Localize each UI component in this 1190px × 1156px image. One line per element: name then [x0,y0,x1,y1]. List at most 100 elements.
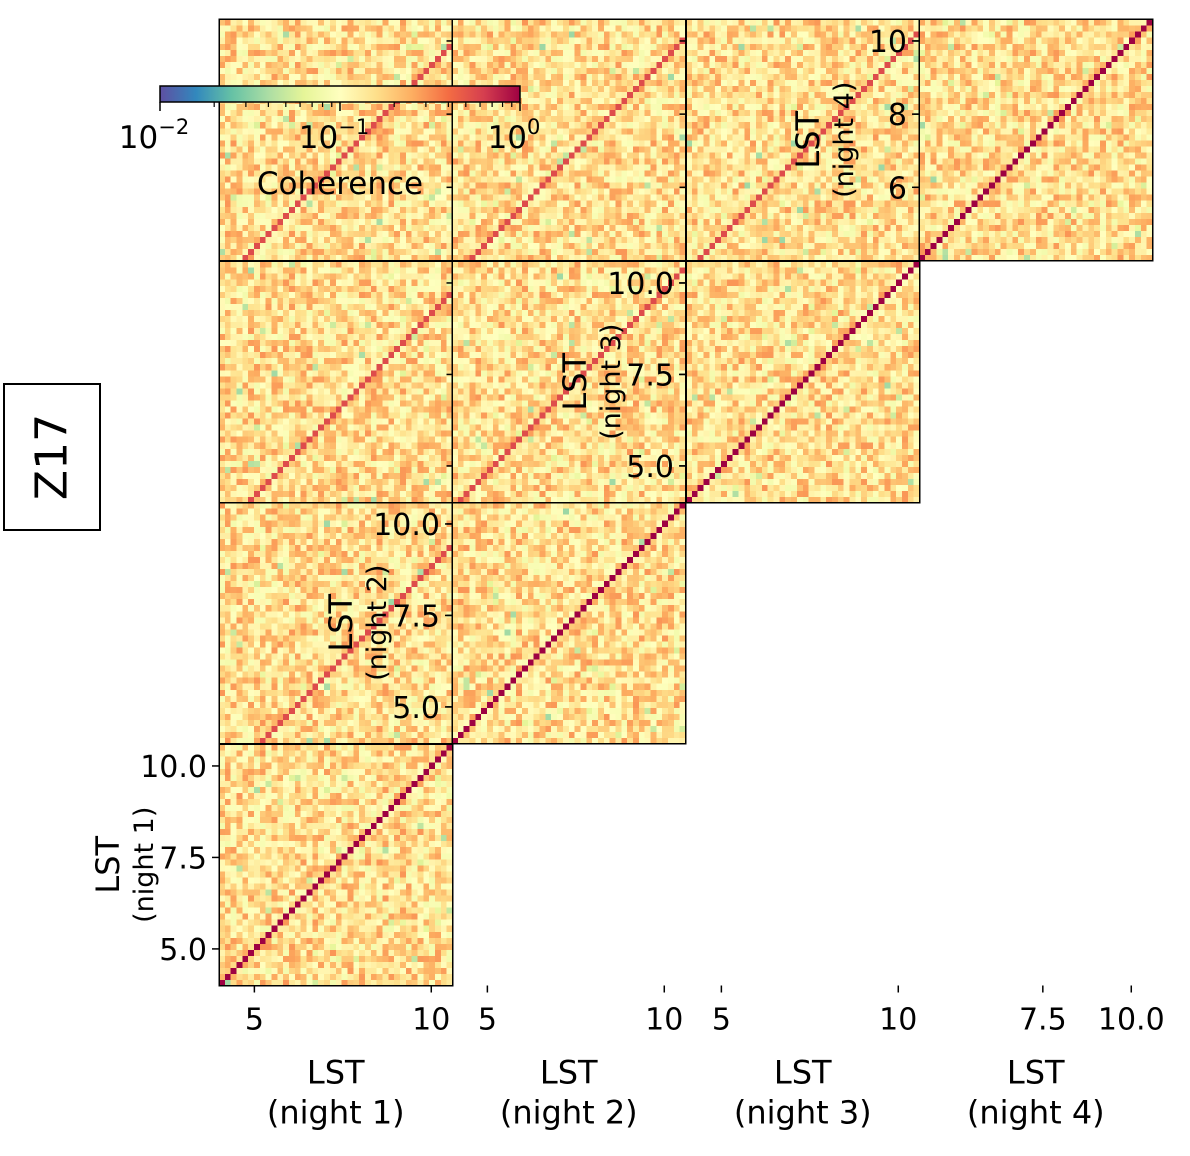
heatmap-cell [405,828,413,836]
heatmap-cell [440,913,448,920]
heatmap-cell [615,502,622,509]
heatmap-cell [446,689,454,696]
heatmap-cell [224,701,232,708]
heatmap-cell [318,526,325,533]
heatmap-cell [388,961,395,968]
heatmap-cell [224,520,232,527]
heatmap-cell [300,472,308,479]
heatmap-cell [242,888,249,896]
heatmap-cell [306,786,313,793]
heatmap-cell [306,472,313,479]
heatmap-cell [376,719,384,726]
heatmap-cell [423,828,430,836]
heatmap-cell [656,646,663,654]
heatmap-cell [440,780,448,787]
heatmap-cell [411,689,419,696]
heatmap-cell [359,786,366,793]
heatmap-cell [335,646,343,654]
heatmap-cell [481,713,488,720]
heatmap-cell [533,556,541,563]
heatmap-cell [271,907,278,914]
heatmap-cell [399,646,407,654]
heatmap-cell [219,640,226,648]
heatmap-cell [557,737,564,745]
heatmap-cell [353,538,360,545]
heatmap-cell [673,616,681,624]
heatmap-cell [446,858,454,866]
heatmap-cell [353,955,360,962]
heatmap-cell [429,888,436,896]
heatmap-cell [224,804,232,812]
heatmap-cell [364,478,372,485]
heatmap-cell [277,713,284,720]
heatmap-cell [289,858,296,866]
heatmap-cell [353,610,360,618]
heatmap-cell [429,526,436,533]
heatmap-cell [236,628,243,636]
heatmap-cell [429,955,436,962]
heatmap-cell [423,731,430,739]
heatmap-cell [224,876,232,884]
heatmap-cell [533,695,541,702]
heatmap-cell [224,532,232,539]
heatmap-cell [411,870,419,878]
heatmap-cell [224,472,232,479]
heatmap-cell [621,707,628,714]
heatmap-cell [242,967,249,975]
heatmap-cell [341,658,349,666]
heatmap-cell [236,762,243,769]
heatmap-cell [289,665,296,672]
heatmap-cell [463,502,471,509]
heatmap-cell [277,786,284,793]
heatmap-cell [382,937,389,944]
heatmap-cell [510,683,517,690]
heatmap-cell [259,707,267,714]
heatmap-cell [318,713,325,720]
heatmap-cell [446,526,454,533]
heatmap-cell [236,937,243,944]
heatmap-cell [283,834,290,842]
heatmap-cell [242,707,249,714]
heatmap-cell [359,762,366,769]
heatmap-cell [324,508,331,515]
heatmap-cell [429,634,436,642]
heatmap-cell [394,750,401,757]
heatmap-cell [283,756,290,763]
heatmap-cell [504,526,511,533]
heatmap-cell [644,646,652,654]
heatmap-cell [248,472,255,479]
heatmap-cell [265,634,273,642]
heatmap-cell [580,731,587,739]
heatmap-cell [289,828,296,836]
heatmap-cell [224,744,232,751]
heatmap-cell [254,574,261,582]
heatmap-cell [463,731,471,739]
heatmap-cell [551,683,558,690]
heatmap-cell [259,774,267,781]
heatmap-cell [242,834,249,842]
heatmap-cell [411,526,419,533]
heatmap-cell [382,701,389,708]
heatmap-cell [236,490,243,498]
heatmap-cell [539,616,546,624]
heatmap-cell [347,774,354,781]
heatmap-cell [429,858,436,866]
heatmap-cell [335,616,343,624]
heatmap-cell [679,538,687,545]
heatmap-cell [498,520,506,527]
heatmap-cell [271,828,278,836]
heatmap-cell [405,671,413,678]
heatmap-cell [627,592,634,600]
heatmap-cell [394,707,401,714]
heatmap-cell [388,768,395,775]
heatmap-cell [580,646,587,654]
heatmap-cell [446,731,454,739]
heatmap-cell [335,858,343,866]
heatmap-cell [230,514,238,521]
heatmap-cell [673,665,681,672]
heatmap-cell [452,592,459,600]
heatmap-cell [662,550,669,557]
heatmap-cell [265,713,273,720]
heatmap-cell [230,646,238,654]
heatmap-cell [248,580,255,588]
